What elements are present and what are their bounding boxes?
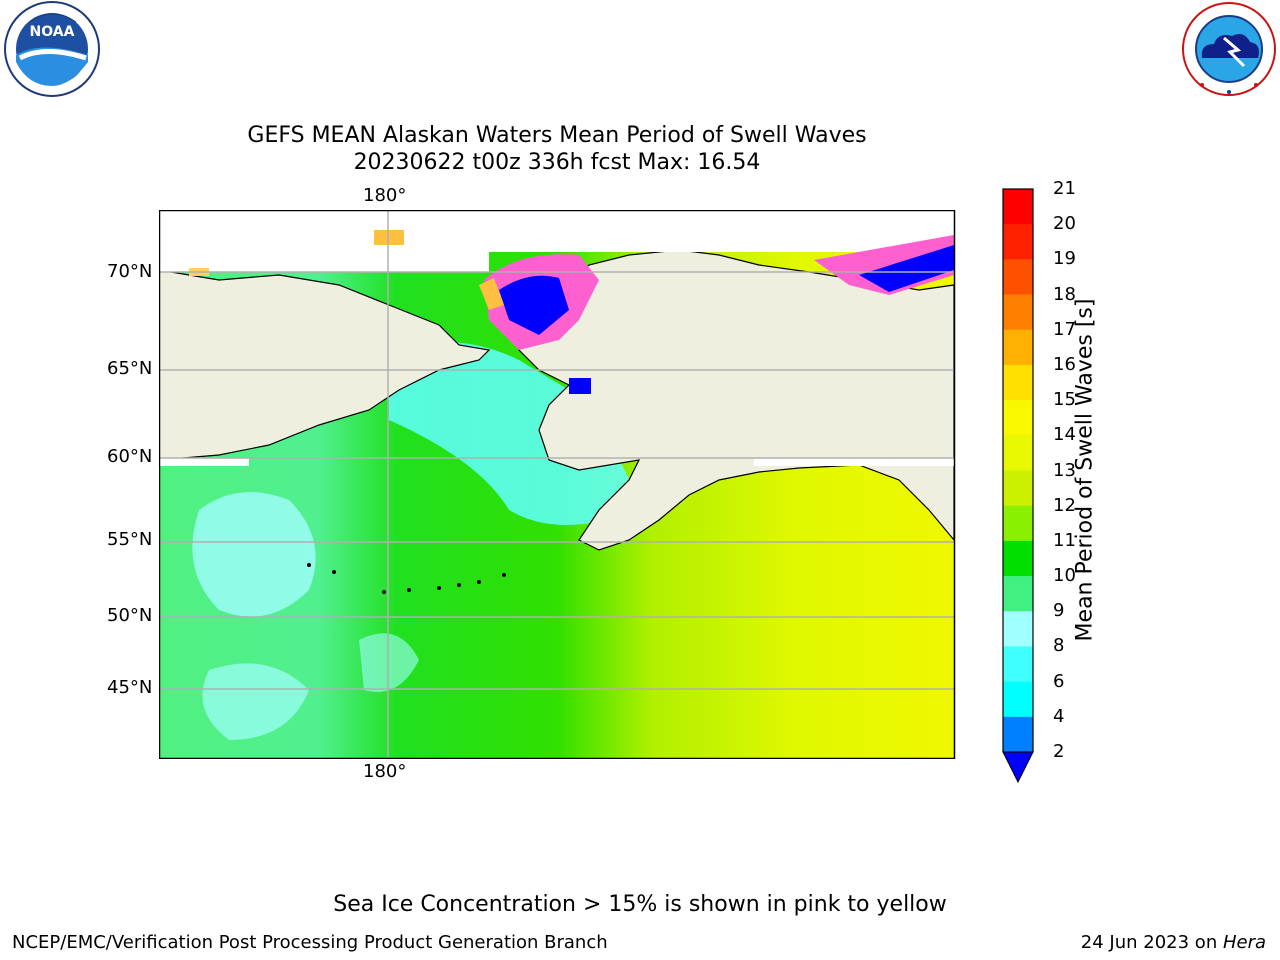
colorbar-label: Mean Period of Swell Waves [s]	[1072, 298, 1098, 642]
colorbar-tick-label: 4	[1053, 705, 1065, 727]
colorbar-segment	[1003, 576, 1033, 612]
graticule	[159, 210, 954, 758]
map-frame	[159, 210, 956, 759]
colorbar-tick-label: 13	[1053, 459, 1076, 481]
colorbar-segment	[1003, 540, 1033, 577]
colorbar-extend-arrow	[1002, 751, 1034, 784]
colorbar-tick-label: 12	[1053, 494, 1076, 516]
sea-ice-note: Sea Ice Concentration > 15% is shown in …	[333, 892, 947, 917]
credit-text: NCEP/EMC/Verification Post Processing Pr…	[12, 932, 608, 953]
colorbar-tick-label: 2	[1053, 741, 1065, 762]
cyan-patch	[202, 663, 309, 740]
colorbar-tick-label: 14	[1053, 424, 1076, 446]
lat-label: 70°N	[107, 261, 153, 282]
colorbar-segment	[1003, 646, 1033, 683]
colorbar-segment	[1003, 505, 1033, 542]
colorbar-tick-label: 9	[1053, 600, 1065, 622]
colorbar-tick-label: 18	[1053, 283, 1076, 305]
colorbar-segment	[1003, 364, 1033, 401]
date-value: 24 Jun 2023 on	[1080, 932, 1223, 953]
chukchi-low-period	[499, 275, 569, 335]
lat-label: 50°N	[107, 605, 153, 626]
lon-label-bottom: 180°	[363, 761, 407, 782]
colorbar-tick-label: 11	[1053, 529, 1076, 551]
colorbar-segment	[1003, 435, 1033, 471]
land-alaska	[518, 249, 955, 551]
colorbar	[1002, 188, 1034, 784]
colorbar-segment	[1003, 611, 1033, 647]
swell-period-map	[159, 210, 956, 759]
cyan-patch	[359, 633, 419, 692]
lat-label: 65°N	[107, 358, 153, 379]
bering-cyan-region	[389, 342, 639, 525]
aleutian-islands	[307, 563, 506, 594]
colorbar-tick-label: 10	[1053, 565, 1076, 587]
colorbar-segment	[1003, 329, 1033, 366]
colorbar-tick-label: 19	[1053, 248, 1076, 270]
polar-mask	[159, 210, 954, 252]
colorbar-frame	[1002, 188, 1034, 753]
chart-title: GEFS MEAN Alaskan Waters Mean Period of …	[247, 123, 867, 148]
colorbar-segment	[1003, 189, 1033, 225]
colorbar-tick-label: 21	[1053, 178, 1076, 199]
chart-subtitle: 20230622 t00z 336h fcst Max: 16.54	[353, 150, 761, 175]
lat-label: 45°N	[107, 677, 153, 698]
colorbar-tick-label: 17	[1053, 318, 1076, 340]
colorbar-tick-label: 20	[1053, 213, 1076, 235]
colorbar-segment	[1003, 681, 1033, 718]
colorbar-tick-label: 15	[1053, 389, 1076, 411]
lon-label-top: 180°	[363, 185, 407, 206]
machine-name: Hera	[1222, 932, 1266, 953]
lat-label: 60°N	[107, 446, 153, 467]
cyan-patch	[192, 492, 316, 617]
sea-ice-wrangel	[374, 230, 404, 245]
colorbar-tick-label: 16	[1053, 353, 1076, 375]
colorbar-segment	[1003, 470, 1033, 507]
colorbar-segment	[1003, 716, 1033, 753]
colorbar-segment	[1003, 224, 1033, 260]
colorbar-segment	[1003, 259, 1033, 296]
colorbar-segment	[1003, 400, 1033, 436]
colorbar-tick-label: 8	[1053, 635, 1065, 657]
land-siberia	[159, 269, 491, 461]
nws-logo	[1182, 2, 1276, 96]
colorbar-tick-label: 6	[1053, 670, 1065, 692]
colorbar-segment	[1003, 294, 1033, 331]
lat-label: 55°N	[107, 529, 153, 550]
noaa-logo: NOAA	[4, 1, 100, 97]
date-text: 24 Jun 2023 on Hera	[1081, 933, 1266, 953]
svg-text:NOAA: NOAA	[30, 24, 75, 40]
